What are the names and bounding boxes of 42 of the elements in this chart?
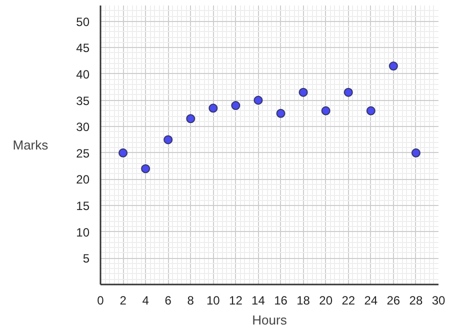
point xyxy=(164,135,173,144)
x-tick-label: 4 xyxy=(142,294,150,308)
x-tick-label: 12 xyxy=(229,294,243,308)
y-tick-label: 10 xyxy=(76,225,90,240)
x-tick-label: 18 xyxy=(296,294,310,308)
x-axis-title: Hours xyxy=(252,312,288,328)
point xyxy=(231,101,240,110)
x-tick-label: 22 xyxy=(342,294,356,308)
point xyxy=(254,96,263,105)
point xyxy=(141,164,150,174)
x-tick-label: 14 xyxy=(252,294,266,308)
x-tick-label: 24 xyxy=(364,294,378,308)
y-tick-label: 50 xyxy=(76,14,90,29)
point xyxy=(321,106,330,116)
x-tick-label: 2 xyxy=(120,294,127,308)
y-tick-label: 15 xyxy=(76,199,90,214)
x-tick-label: 6 xyxy=(164,294,172,308)
point xyxy=(208,104,218,113)
point xyxy=(344,88,353,97)
x-tick-label: 20 xyxy=(319,294,333,308)
x-tick-label: 28 xyxy=(409,294,423,308)
y-tick-label: 35 xyxy=(76,94,90,108)
point xyxy=(118,148,128,158)
y-axis-title: Marks xyxy=(12,138,49,152)
point xyxy=(298,88,308,97)
point xyxy=(276,108,286,118)
point xyxy=(186,114,196,124)
y-tick-label: 30 xyxy=(76,120,90,134)
x-tick-label: 0 xyxy=(97,294,104,308)
y-tick-label: 25 xyxy=(76,146,90,160)
x-tick-label: 8 xyxy=(187,294,194,308)
point xyxy=(388,62,398,71)
point xyxy=(366,106,376,116)
y-tick-label: 40 xyxy=(76,67,90,82)
x-tick-label: 16 xyxy=(274,294,288,308)
x-tick-label: 26 xyxy=(386,294,400,308)
x-tick-label: 30 xyxy=(432,294,446,308)
x-tick-label: 10 xyxy=(206,294,220,308)
point xyxy=(411,148,420,158)
y-tick-label: 20 xyxy=(76,172,90,187)
y-tick-label: 45 xyxy=(76,41,90,56)
y-tick-label: 5 xyxy=(82,252,90,266)
